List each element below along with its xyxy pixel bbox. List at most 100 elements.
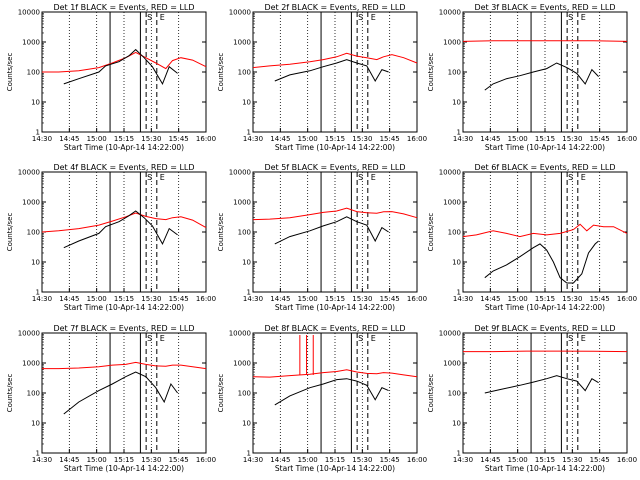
events-series bbox=[63, 371, 179, 415]
panel-9: Det 9f BLACK = Events, RED = LLD 1 10 100 10… bbox=[427, 324, 637, 473]
events-series bbox=[63, 48, 178, 86]
y-axis-label: Counts/sec bbox=[427, 53, 435, 92]
x-tick-label: 15:30 bbox=[141, 456, 161, 464]
y-tick-label: 10000 bbox=[18, 9, 40, 17]
y-tick-label: 1 bbox=[457, 289, 461, 297]
x-tick-label: 15:45 bbox=[169, 295, 189, 303]
x-tick-label: 15:15 bbox=[535, 456, 555, 464]
start-marker-label: S bbox=[568, 173, 573, 182]
y-tick-label: 1 bbox=[36, 450, 40, 458]
lld-series bbox=[252, 207, 418, 221]
y-tick-label: 100 bbox=[238, 390, 251, 398]
x-tick-label: 15:00 bbox=[298, 295, 318, 303]
panel-title: Det 6f BLACK = Events, RED = LLD bbox=[474, 163, 615, 172]
x-tick-label: 15:15 bbox=[114, 295, 134, 303]
x-axis-label: Start Time (10-Apr-14 14:22:00) bbox=[64, 143, 184, 152]
y-axis-label: Counts/sec bbox=[217, 53, 225, 92]
events-series bbox=[274, 378, 389, 406]
panel-6: Det 6f BLACK = Events, RED = LLD 1 10 100 10… bbox=[427, 163, 637, 312]
y-tick-label: 1000 bbox=[443, 39, 461, 47]
start-marker-label: S bbox=[358, 13, 363, 22]
panel-title: Det 2f BLACK = Events, RED = LLD bbox=[264, 3, 405, 12]
end-marker-label: E bbox=[371, 173, 376, 182]
x-axis-label: Start Time (10-Apr-14 14:22:00) bbox=[64, 464, 184, 473]
y-tick-label: 1000 bbox=[443, 360, 461, 368]
x-tick-label: 15:00 bbox=[508, 135, 528, 143]
x-tick-label: 15:45 bbox=[590, 295, 610, 303]
x-tick-label: 15:15 bbox=[114, 456, 134, 464]
x-tick-label: 16:00 bbox=[617, 295, 637, 303]
x-tick-label: 14:30 bbox=[453, 456, 473, 464]
x-tick-label: 15:30 bbox=[141, 295, 161, 303]
x-tick-label: 14:45 bbox=[480, 135, 500, 143]
end-marker-label: E bbox=[581, 334, 586, 343]
x-tick-label: 15:00 bbox=[298, 135, 318, 143]
y-tick-label: 100 bbox=[448, 69, 461, 77]
y-tick-label: 1 bbox=[247, 289, 251, 297]
x-tick-label: 15:30 bbox=[352, 456, 372, 464]
y-axis-label: Counts/sec bbox=[427, 374, 435, 413]
y-tick-label: 10000 bbox=[229, 169, 251, 177]
y-tick-label: 10 bbox=[452, 99, 461, 107]
y-axis-label: Counts/sec bbox=[6, 53, 14, 92]
x-tick-label: 15:30 bbox=[562, 135, 582, 143]
x-axis-label: Start Time (10-Apr-14 14:22:00) bbox=[275, 143, 395, 152]
x-axis-label: Start Time (10-Apr-14 14:22:00) bbox=[485, 303, 605, 312]
end-marker-label: E bbox=[371, 13, 376, 22]
y-tick-label: 10000 bbox=[229, 330, 251, 338]
x-axis-label: Start Time (10-Apr-14 14:22:00) bbox=[485, 143, 605, 152]
x-tick-label: 14:45 bbox=[59, 295, 79, 303]
lld-series bbox=[42, 361, 207, 370]
x-tick-label: 14:45 bbox=[59, 135, 79, 143]
x-tick-label: 15:30 bbox=[562, 456, 582, 464]
y-tick-label: 10000 bbox=[18, 169, 40, 177]
end-marker-label: E bbox=[581, 173, 586, 182]
y-tick-label: 10 bbox=[242, 99, 251, 107]
y-tick-label: 1000 bbox=[233, 199, 251, 207]
lld-series bbox=[462, 223, 628, 238]
x-axis-label: Start Time (10-Apr-14 14:22:00) bbox=[275, 464, 395, 473]
panel-4: Det 4f BLACK = Events, RED = LLD 1 10 100 10… bbox=[6, 163, 216, 312]
x-tick-label: 14:45 bbox=[270, 295, 290, 303]
x-tick-label: 15:00 bbox=[87, 295, 107, 303]
x-tick-label: 15:45 bbox=[380, 135, 400, 143]
x-tick-label: 15:30 bbox=[352, 295, 372, 303]
y-axis-label: Counts/sec bbox=[217, 374, 225, 413]
x-tick-label: 15:15 bbox=[325, 456, 345, 464]
y-axis-label: Counts/sec bbox=[427, 213, 435, 252]
y-tick-label: 10000 bbox=[439, 9, 461, 17]
x-tick-label: 14:45 bbox=[59, 456, 79, 464]
x-tick-label: 14:45 bbox=[270, 456, 290, 464]
panel-2: Det 2f BLACK = Events, RED = LLD 1 10 100 10… bbox=[217, 3, 427, 152]
end-marker-label: E bbox=[160, 334, 165, 343]
events-series bbox=[484, 62, 599, 91]
events-series bbox=[274, 59, 389, 83]
y-tick-label: 1 bbox=[247, 450, 251, 458]
start-marker-label: S bbox=[568, 13, 573, 22]
x-tick-label: 15:00 bbox=[508, 295, 528, 303]
y-tick-label: 10 bbox=[242, 259, 251, 267]
end-marker-label: E bbox=[160, 13, 165, 22]
lld-series bbox=[252, 369, 418, 378]
x-axis-label: Start Time (10-Apr-14 14:22:00) bbox=[485, 464, 605, 473]
x-tick-label: 15:00 bbox=[87, 456, 107, 464]
x-tick-label: 15:30 bbox=[562, 295, 582, 303]
x-tick-label: 15:00 bbox=[508, 456, 528, 464]
x-tick-label: 15:45 bbox=[380, 295, 400, 303]
panel-5: Det 5f BLACK = Events, RED = LLD 1 10 100 10… bbox=[217, 163, 427, 312]
lld-series bbox=[463, 350, 628, 353]
start-marker-label: S bbox=[358, 334, 363, 343]
y-tick-label: 1 bbox=[36, 289, 40, 297]
x-tick-label: 15:45 bbox=[380, 456, 400, 464]
panel-3: Det 3f BLACK = Events, RED = LLD 1 10 100 10… bbox=[427, 3, 637, 152]
x-tick-label: 14:30 bbox=[243, 295, 263, 303]
y-axis-label: Counts/sec bbox=[217, 213, 225, 252]
y-tick-label: 10000 bbox=[439, 330, 461, 338]
y-tick-label: 1000 bbox=[443, 199, 461, 207]
panel-1: Det 1f BLACK = Events, RED = LLD 1 10 100 10… bbox=[6, 3, 216, 152]
y-tick-label: 1 bbox=[247, 129, 251, 137]
x-tick-label: 15:45 bbox=[169, 135, 189, 143]
x-tick-label: 15:00 bbox=[87, 135, 107, 143]
start-marker-label: S bbox=[147, 13, 152, 22]
